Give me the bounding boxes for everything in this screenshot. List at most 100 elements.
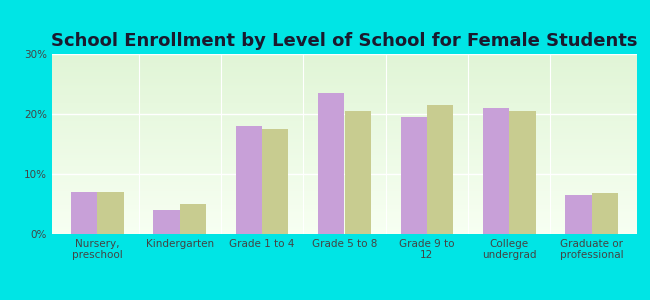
Bar [592, 193, 618, 234]
Bar [52, 203, 637, 205]
Bar [52, 223, 637, 225]
Bar [52, 185, 637, 187]
Bar [52, 137, 637, 139]
Bar [52, 155, 637, 157]
Bar [98, 192, 124, 234]
Bar [52, 72, 637, 74]
Bar [52, 113, 637, 115]
Bar [52, 130, 637, 131]
Bar [52, 58, 637, 59]
Bar [52, 117, 637, 119]
Bar [52, 63, 637, 65]
Bar [52, 119, 637, 121]
Bar [262, 129, 289, 234]
Bar [52, 139, 637, 140]
Bar [52, 74, 637, 76]
Bar [52, 88, 637, 90]
Bar [153, 210, 179, 234]
Bar [510, 111, 536, 234]
Bar [52, 173, 637, 175]
Bar [52, 189, 637, 191]
Bar [52, 175, 637, 176]
Bar [52, 184, 637, 185]
Bar [52, 94, 637, 95]
Bar [566, 195, 592, 234]
Bar [52, 54, 637, 56]
Bar [71, 192, 97, 234]
Bar [52, 176, 637, 178]
Bar [52, 191, 637, 193]
Bar [52, 95, 637, 97]
Bar [52, 227, 637, 229]
Bar [52, 229, 637, 230]
Bar [52, 200, 637, 202]
Bar [52, 218, 637, 220]
Bar [52, 61, 637, 63]
Bar [52, 122, 637, 124]
Legend: Bayonne, New Jersey: Bayonne, New Jersey [238, 298, 451, 300]
Bar [52, 209, 637, 211]
Bar [52, 79, 637, 81]
Bar [52, 146, 637, 148]
Bar [52, 171, 637, 173]
Bar [52, 212, 637, 214]
Bar [52, 97, 637, 99]
Bar [52, 81, 637, 83]
Bar [52, 198, 637, 200]
Bar [52, 126, 637, 128]
Bar [52, 121, 637, 122]
Bar [52, 85, 637, 86]
Bar [52, 70, 637, 72]
Bar [52, 124, 637, 126]
Bar [52, 207, 637, 209]
Bar [52, 167, 637, 169]
Bar [52, 112, 637, 113]
Bar [52, 140, 637, 142]
Bar [52, 196, 637, 198]
Bar [52, 178, 637, 180]
Bar [52, 162, 637, 164]
Bar [52, 131, 637, 133]
Bar [52, 65, 637, 67]
Bar [52, 86, 637, 88]
Bar [483, 108, 510, 234]
Bar [52, 216, 637, 218]
Bar [52, 148, 637, 149]
Bar [52, 103, 637, 104]
Bar [52, 76, 637, 77]
Bar [52, 90, 637, 92]
Bar [236, 126, 262, 234]
Bar [52, 194, 637, 196]
Bar [52, 232, 637, 234]
Bar [52, 160, 637, 162]
Bar [179, 204, 206, 234]
Bar [427, 105, 453, 234]
Bar [52, 92, 637, 94]
Bar [52, 164, 637, 166]
Bar [52, 83, 637, 85]
Bar [344, 111, 371, 234]
Bar [52, 56, 637, 58]
Bar [52, 220, 637, 221]
Bar [52, 110, 637, 112]
Bar [52, 135, 637, 137]
Bar [52, 157, 637, 158]
Bar [52, 77, 637, 79]
Bar [52, 153, 637, 155]
Bar [52, 68, 637, 70]
Bar [52, 151, 637, 153]
Bar [52, 133, 637, 135]
Bar [52, 182, 637, 184]
Bar [52, 149, 637, 151]
Bar [52, 108, 637, 110]
Bar [52, 230, 637, 232]
Bar [318, 93, 344, 234]
Bar [52, 180, 637, 182]
Bar [52, 106, 637, 108]
Bar [52, 158, 637, 160]
Bar [52, 59, 637, 61]
Title: School Enrollment by Level of School for Female Students: School Enrollment by Level of School for… [51, 32, 638, 50]
Bar [400, 117, 427, 234]
Bar [52, 128, 637, 130]
Bar [52, 115, 637, 117]
